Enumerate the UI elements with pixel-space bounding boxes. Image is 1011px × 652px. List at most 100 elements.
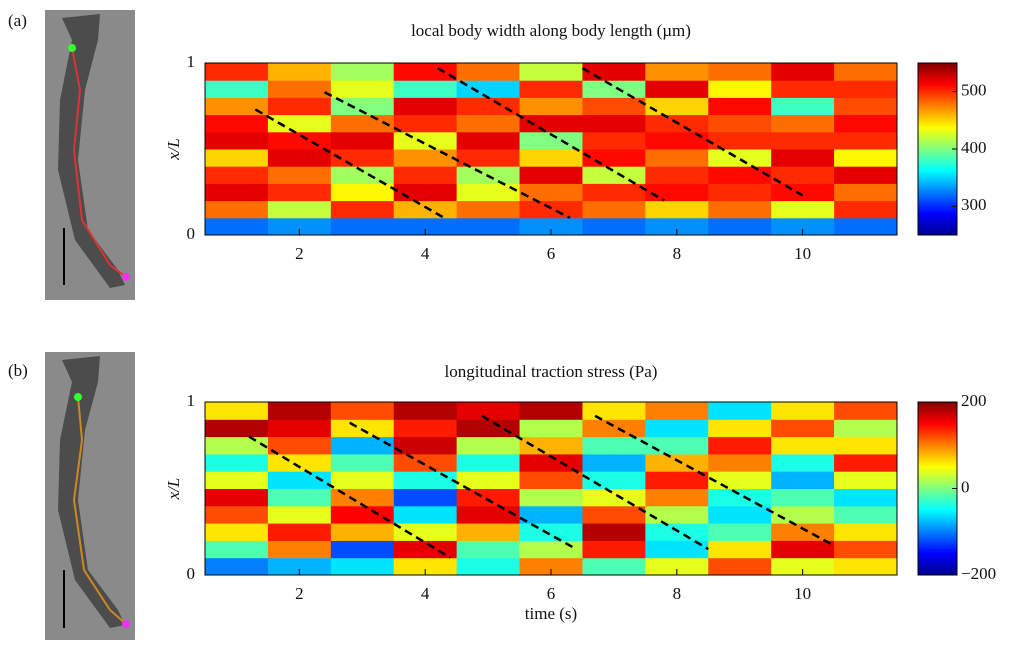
- heat-cell: [645, 200, 709, 219]
- heat-cell: [205, 402, 269, 420]
- heat-cell: [456, 149, 521, 167]
- heat-cell: [205, 114, 269, 133]
- heat-cell: [267, 523, 332, 541]
- heat-cell: [834, 453, 898, 472]
- heat-cell: [519, 149, 583, 167]
- heat-cell: [205, 471, 269, 489]
- heat-cell: [834, 436, 898, 455]
- y-tick-label: 0: [187, 224, 196, 243]
- heat-cell: [267, 402, 332, 420]
- heat-cell: [519, 419, 583, 438]
- heat-cell: [834, 97, 898, 116]
- heat-cell: [519, 557, 583, 576]
- heat-cell: [708, 419, 772, 438]
- heat-cell: [205, 80, 269, 98]
- heat-cell: [582, 402, 646, 420]
- x-tick-label: 10: [794, 244, 811, 263]
- heat-cell: [834, 114, 898, 133]
- heat-cell: [645, 505, 709, 524]
- heat-cell: [519, 436, 583, 455]
- heat-cell: [393, 97, 458, 116]
- heat-cell: [645, 453, 709, 472]
- heat-cell: [205, 149, 269, 167]
- colorbar: [917, 62, 958, 236]
- heat-cell: [708, 114, 772, 133]
- heat-cell: [834, 217, 898, 236]
- dashed-line: [581, 67, 804, 197]
- heat-cell: [708, 131, 772, 150]
- heat-cell: [519, 488, 583, 507]
- heat-cell: [267, 471, 332, 489]
- heat-cell: [393, 557, 458, 576]
- worm-image: [45, 352, 135, 640]
- heat-cell: [393, 419, 458, 438]
- heat-cell: [834, 471, 898, 489]
- heat-cell: [834, 402, 898, 420]
- colorbar-tick-label: 0: [961, 477, 970, 496]
- dashed-line: [349, 421, 577, 551]
- heat-cell: [582, 419, 646, 438]
- heat-cell: [771, 80, 835, 98]
- heat-cell: [834, 557, 898, 576]
- heat-cell: [708, 523, 772, 541]
- heat-cell: [708, 436, 772, 455]
- heat-cell: [834, 149, 898, 167]
- heat-cell: [708, 97, 772, 116]
- heat-cell: [205, 419, 269, 438]
- chart-title: local body width along body length (µm): [411, 21, 691, 40]
- heat-cell: [456, 488, 521, 507]
- heat-cell: [708, 540, 772, 559]
- heat-cell: [393, 453, 458, 472]
- heat-cell: [330, 540, 395, 559]
- panel-label: (a): [8, 11, 27, 30]
- heat-cell: [645, 402, 709, 420]
- heat-cell: [393, 471, 458, 489]
- heat-cell: [771, 436, 835, 455]
- heat-cell: [771, 183, 835, 202]
- heat-cell: [456, 402, 521, 420]
- heat-cell: [330, 97, 395, 116]
- heat-cell: [582, 131, 646, 150]
- heat-cell: [645, 436, 709, 455]
- heat-cell: [456, 453, 521, 472]
- heat-cell: [771, 523, 835, 541]
- heat-cell: [645, 419, 709, 438]
- heat-cell: [267, 557, 332, 576]
- heat-cell: [267, 505, 332, 524]
- heat-cell: [205, 523, 269, 541]
- heat-cell: [330, 419, 395, 438]
- heat-cell: [771, 402, 835, 420]
- heat-cell: [456, 540, 521, 559]
- heat-cell: [330, 183, 395, 202]
- heat-cell: [205, 505, 269, 524]
- heat-cell: [834, 63, 898, 81]
- colorbar-tick-label: 200: [961, 391, 987, 410]
- heat-cell: [834, 523, 898, 541]
- heat-cell: [267, 453, 332, 472]
- heat-cell: [771, 540, 835, 559]
- heat-cell: [330, 488, 395, 507]
- heat-cell: [330, 453, 395, 472]
- heat-cell: [519, 97, 583, 116]
- heat-cell: [519, 471, 583, 489]
- heat-cell: [771, 114, 835, 133]
- heat-cell: [708, 200, 772, 219]
- heat-cell: [582, 488, 646, 507]
- heat-cell: [834, 540, 898, 559]
- heat-cell: [330, 505, 395, 524]
- heat-cell: [456, 183, 521, 202]
- heat-cell: [267, 217, 332, 236]
- x-tick-label: 4: [421, 584, 430, 603]
- heat-cell: [267, 131, 332, 150]
- heat-cell: [582, 505, 646, 524]
- colorbar-tick-label: −200: [961, 564, 996, 583]
- heat-cell: [456, 200, 521, 219]
- heat-cell: [771, 200, 835, 219]
- heat-cell: [582, 217, 646, 236]
- heat-cell: [708, 557, 772, 576]
- heat-cell: [519, 217, 583, 236]
- heat-cell: [330, 471, 395, 489]
- heat-cell: [267, 97, 332, 116]
- x-tick-label: 2: [295, 244, 304, 263]
